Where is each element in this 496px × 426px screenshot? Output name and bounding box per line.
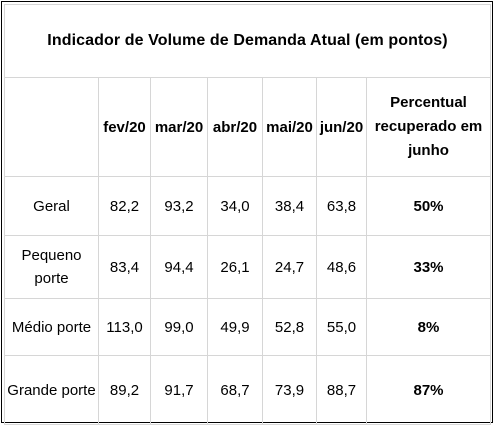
- cell-value: 34,0: [207, 176, 263, 236]
- cell-percent: 8%: [366, 298, 491, 356]
- cell-value: 55,0: [316, 298, 367, 356]
- header-month-may: mai/20: [262, 77, 317, 177]
- header-month-feb: fev/20: [98, 77, 151, 177]
- cell-value: 68,7: [207, 355, 263, 425]
- cell-value: 38,4: [262, 176, 317, 236]
- cell-percent: 87%: [366, 355, 491, 425]
- header-row: fev/20 mar/20 abr/20 mai/20 jun/20 Perce…: [4, 77, 491, 177]
- cell-value: 24,7: [262, 235, 317, 299]
- cell-value: 91,7: [150, 355, 208, 425]
- table-row: Pequeno porte 83,4 94,4 26,1 24,7 48,6 3…: [4, 235, 491, 299]
- cell-value: 93,2: [150, 176, 208, 236]
- row-label: Médio porte: [4, 298, 99, 356]
- cell-value: 49,9: [207, 298, 263, 356]
- cell-value: 48,6: [316, 235, 367, 299]
- header-month-mar: mar/20: [150, 77, 208, 177]
- table-row: Grande porte 89,2 91,7 68,7 73,9 88,7 87…: [4, 355, 491, 425]
- header-percent-recovered: Percentual recuperado em junho: [366, 77, 491, 177]
- cell-value: 113,0: [98, 298, 151, 356]
- table-row: Médio porte 113,0 99,0 49,9 52,8 55,0 8%: [4, 298, 491, 356]
- row-label: Geral: [4, 176, 99, 236]
- table-title: Indicador de Volume de Demanda Atual (em…: [4, 4, 491, 78]
- header-label-cell: [4, 77, 99, 177]
- header-month-jun: jun/20: [316, 77, 367, 177]
- cell-percent: 33%: [366, 235, 491, 299]
- table-row: Geral 82,2 93,2 34,0 38,4 63,8 50%: [4, 176, 491, 236]
- cell-value: 88,7: [316, 355, 367, 425]
- cell-value: 83,4: [98, 235, 151, 299]
- row-label: Pequeno porte: [4, 235, 99, 299]
- cell-value: 99,0: [150, 298, 208, 356]
- cell-value: 63,8: [316, 176, 367, 236]
- row-label: Grande porte: [4, 355, 99, 425]
- cell-value: 82,2: [98, 176, 151, 236]
- cell-value: 73,9: [262, 355, 317, 425]
- header-month-apr: abr/20: [207, 77, 263, 177]
- demand-indicator-table: Indicador de Volume de Demanda Atual (em…: [4, 4, 491, 425]
- cell-percent: 50%: [366, 176, 491, 236]
- cell-value: 52,8: [262, 298, 317, 356]
- cell-value: 89,2: [98, 355, 151, 425]
- cell-value: 94,4: [150, 235, 208, 299]
- cell-value: 26,1: [207, 235, 263, 299]
